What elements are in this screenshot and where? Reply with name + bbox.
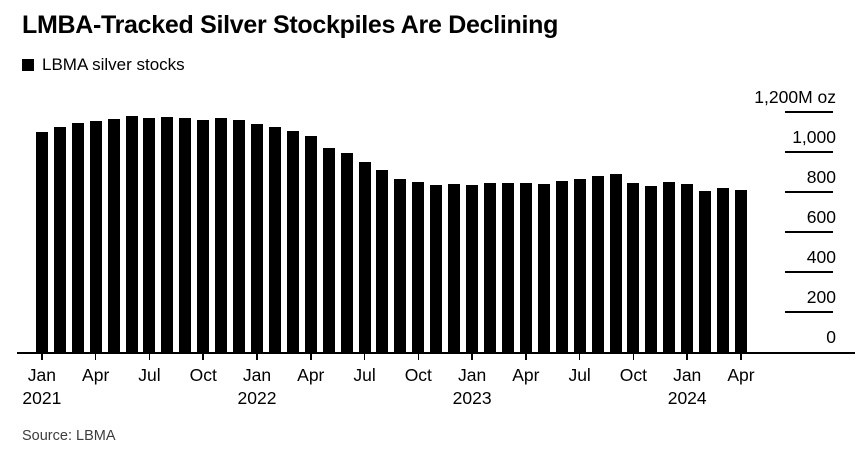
bar — [340, 152, 353, 352]
y-axis-label: 600 — [806, 207, 836, 227]
x-axis-label: Oct — [189, 365, 217, 385]
x-axis-label: Jan — [242, 365, 272, 385]
bar — [304, 136, 317, 352]
bar — [699, 191, 712, 352]
x-axis-tick — [578, 352, 581, 360]
x-axis-tick — [94, 352, 97, 360]
x-axis-line — [17, 352, 855, 354]
y-axis-tickline — [785, 191, 833, 193]
bar — [681, 184, 694, 352]
x-axis-year-label: 2023 — [452, 388, 492, 408]
bar — [161, 117, 174, 352]
x-axis-tick — [632, 352, 635, 360]
bar — [466, 185, 479, 352]
x-axis-label: Apr — [82, 365, 110, 385]
y-axis-tickline — [785, 311, 833, 313]
bar — [537, 184, 550, 352]
y-axis-label: 1,200M oz — [754, 87, 836, 107]
y-axis-label: 400 — [806, 247, 836, 267]
bar — [394, 178, 407, 352]
x-axis-tick — [363, 352, 366, 360]
bar — [89, 121, 102, 352]
x-axis-label: Apr — [727, 365, 755, 385]
bar — [143, 117, 156, 352]
legend-swatch-icon — [22, 59, 34, 71]
x-axis-label: Jul — [138, 365, 161, 385]
bar — [555, 181, 568, 352]
bar — [448, 184, 461, 352]
x-axis-tick — [471, 352, 473, 360]
x-axis-tick — [310, 352, 312, 360]
x-axis-year-label: 2022 — [237, 388, 277, 408]
bar — [268, 126, 281, 352]
bar — [734, 190, 747, 352]
x-axis-label: Jul — [353, 365, 376, 385]
x-axis-label: Apr — [512, 365, 540, 385]
bar — [591, 175, 604, 352]
bar — [107, 119, 120, 352]
bar — [484, 183, 497, 352]
x-axis-tick — [202, 352, 204, 360]
x-axis-tick — [686, 352, 688, 360]
x-axis-tick — [148, 352, 151, 360]
x-axis-year-label: 2024 — [667, 388, 707, 408]
bar — [53, 126, 66, 352]
bar — [197, 119, 210, 352]
bar — [125, 116, 138, 352]
x-axis-tick — [525, 352, 527, 360]
bar — [609, 174, 622, 352]
y-axis-tickline — [785, 271, 833, 273]
bar — [717, 188, 730, 352]
y-axis-tickline — [785, 231, 833, 233]
bar — [179, 118, 192, 352]
bar — [430, 185, 443, 352]
bar — [573, 179, 586, 352]
bar — [358, 162, 371, 352]
x-axis-tick — [740, 352, 742, 360]
y-axis-tickline — [785, 111, 833, 113]
x-axis-label: Jan — [457, 365, 487, 385]
bar — [627, 183, 640, 352]
x-axis-label: Jul — [568, 365, 591, 385]
y-axis-tickline — [785, 151, 833, 153]
bar — [286, 131, 299, 352]
chart-title: LMBA-Tracked Silver Stockpiles Are Decli… — [22, 11, 559, 39]
x-axis-label: Apr — [297, 365, 325, 385]
bar — [501, 183, 514, 352]
x-axis-label: Oct — [404, 365, 432, 385]
legend-label: LBMA silver stocks — [42, 55, 185, 74]
x-axis-label: Oct — [619, 365, 648, 385]
bar — [233, 120, 246, 352]
x-axis-tick — [417, 352, 420, 360]
y-axis-label: 200 — [806, 287, 836, 307]
legend: LBMA silver stocks — [22, 55, 185, 75]
bar — [663, 182, 676, 352]
bar — [322, 148, 335, 352]
x-axis-label: Jan — [27, 365, 56, 385]
bar — [412, 182, 425, 352]
y-axis-label: 0 — [826, 327, 836, 347]
bar — [251, 124, 263, 352]
bar — [376, 169, 389, 352]
bar — [35, 131, 48, 352]
x-axis-tick — [41, 352, 43, 360]
bar — [215, 117, 228, 352]
x-axis-year-label: 2021 — [22, 388, 62, 408]
bar — [71, 123, 84, 352]
source-note: Source: LBMA — [22, 428, 116, 444]
y-axis-label: 800 — [806, 167, 836, 187]
bar — [645, 185, 658, 352]
y-axis-label: 1,000 — [792, 127, 836, 147]
x-axis-tick — [256, 352, 258, 360]
bar — [519, 183, 532, 352]
x-axis-label: Jan — [673, 365, 702, 385]
